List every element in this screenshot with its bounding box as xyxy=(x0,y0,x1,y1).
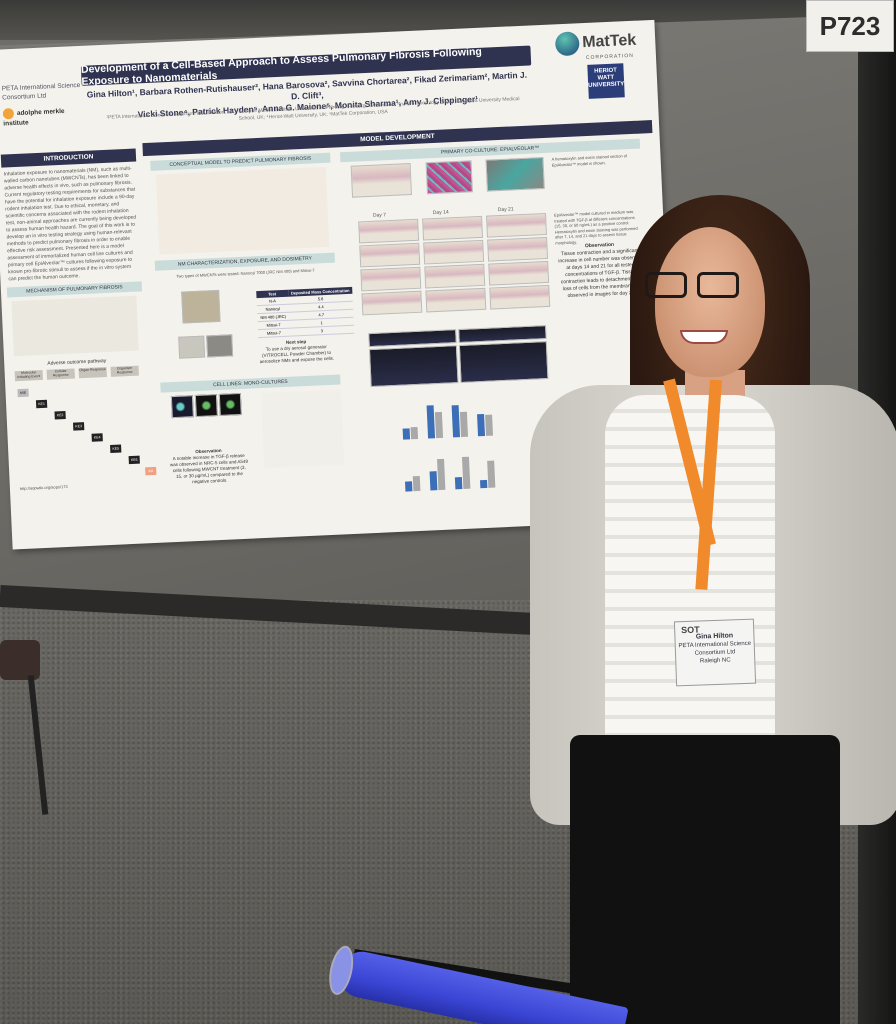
chair xyxy=(0,640,60,820)
cell-lines-bar-charts xyxy=(260,389,345,468)
smile xyxy=(680,330,728,344)
aop-wiki-link[interactable]: http://aopwiki.org/aops/173 xyxy=(19,483,68,492)
fluor-25ng xyxy=(368,345,459,388)
cell-lines-observation: Observation A notable increase in TGF-β … xyxy=(169,447,249,485)
mechanism-header: MECHANISM OF PULMONARY FIBROSIS xyxy=(6,281,143,298)
introduction-text: Inhalation exposure to nanomaterials (NM… xyxy=(3,165,137,283)
orange-lanyard xyxy=(655,378,735,610)
face xyxy=(655,227,765,377)
mattek-orb-icon xyxy=(554,31,580,57)
next-step-note: Next step To use a dry aerosol generator… xyxy=(259,338,335,365)
tgf-beta-bar-chart xyxy=(402,401,494,440)
deposition-table: Test Deposited Mass Concentration N-A 5.6 … xyxy=(256,286,355,338)
cell-line-image-b xyxy=(194,394,218,418)
adolphe-orb-icon xyxy=(2,107,15,120)
left-logos: PETA International Science Consortium Lt… xyxy=(2,81,84,129)
name-badge: SOT Gina Hilton PETA International Scien… xyxy=(673,618,757,687)
heriot-watt-logo: HERIOT WATT UNIVERSITY xyxy=(587,63,625,99)
coculture-caption: A hematoxylin and eosin stained section … xyxy=(551,153,628,168)
adolphe-merkle-logo: adolphe merkle institute xyxy=(2,107,65,128)
fluor-untreated xyxy=(368,329,457,348)
tem-image-1 xyxy=(178,335,206,359)
glasses-icon xyxy=(645,272,745,300)
conceptual-model-diagram xyxy=(155,166,330,255)
tem-image-2 xyxy=(206,334,234,358)
cell-line-image-c xyxy=(218,392,242,416)
black-pants xyxy=(570,735,840,1024)
coculture-panel-c xyxy=(485,157,545,192)
vitrocell-photo xyxy=(181,289,221,324)
peta-logo: PETA International Science Consortium Lt… xyxy=(1,81,81,102)
mechanism-diagram xyxy=(11,295,139,357)
booth-number-sign: P723 xyxy=(806,0,894,52)
fibronectin-bar-chart xyxy=(404,453,496,492)
coculture-panel-b xyxy=(425,160,473,195)
coculture-panel-a xyxy=(350,163,413,198)
mattek-logo: MatTek CORPORATION xyxy=(554,28,646,62)
presenter: SOT Gina Hilton PETA International Scien… xyxy=(525,195,896,1024)
cell-line-image-a xyxy=(170,395,194,419)
introduction-header: INTRODUCTION xyxy=(0,148,137,168)
